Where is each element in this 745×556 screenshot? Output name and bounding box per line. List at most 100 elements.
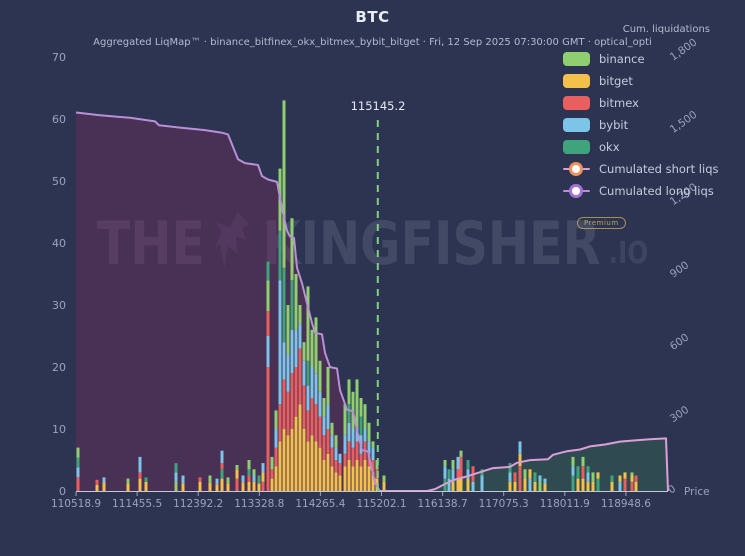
liq-bar-segment-okx bbox=[610, 475, 614, 482]
binance-swatch-icon bbox=[563, 52, 590, 66]
liq-bar-segment-bitget bbox=[634, 481, 638, 491]
liq-bar-segment-bybit bbox=[215, 478, 219, 485]
liq-bar-segment-bybit bbox=[330, 435, 334, 448]
liq-bar-segment-bitget bbox=[351, 466, 355, 491]
liq-bar-segment-bitmex bbox=[322, 435, 326, 460]
liq-bar-segment-bitget bbox=[241, 482, 245, 491]
liq-bar-segment-bitget bbox=[257, 483, 261, 491]
liq-bar-segment-bybit bbox=[241, 475, 245, 483]
liq-bar-segment-bybit bbox=[266, 336, 270, 367]
liq-bar-segment-bybit bbox=[518, 441, 522, 454]
y-left-tick-label: 60 bbox=[52, 113, 66, 126]
y-left-tick-label: 0 bbox=[59, 485, 66, 498]
liq-bar-segment-bybit bbox=[318, 391, 322, 417]
y-left-tick-label: 50 bbox=[52, 175, 66, 188]
liq-bar-segment-bitget bbox=[198, 481, 202, 491]
liq-bar-segment-bybit bbox=[528, 478, 532, 491]
liq-bar-segment-binance bbox=[266, 280, 270, 312]
liq-bar-segment-bitget bbox=[382, 481, 386, 491]
liq-bar-segment-bitget bbox=[456, 478, 460, 491]
liq-bar-segment-binance bbox=[330, 422, 334, 436]
liq-bar-segment-bitmex bbox=[518, 466, 522, 491]
liq-bar-segment-bitmex bbox=[278, 404, 282, 442]
liq-bar-segment-bitget bbox=[226, 483, 230, 491]
x-tick-label: 118011.9 bbox=[540, 498, 590, 510]
liq-bar-segment-bybit bbox=[174, 472, 178, 482]
x-tick-label: 118948.6 bbox=[601, 498, 651, 510]
legend-item-cumulated-long-liqs[interactable]: Cumulated long liqs bbox=[563, 180, 718, 202]
y-right-tick-label: 300 bbox=[668, 404, 691, 425]
liq-bar-segment-binance bbox=[347, 379, 351, 405]
liq-bar-segment-binance bbox=[314, 317, 318, 374]
liq-bar-segment-binance bbox=[270, 456, 274, 470]
x-tick-label: 113328.8 bbox=[234, 498, 284, 510]
y-left-tick-label: 10 bbox=[52, 423, 66, 436]
liq-bar-segment-binance bbox=[371, 441, 375, 448]
liq-bar-segment-bybit bbox=[181, 475, 185, 484]
liq-bar-segment-binance bbox=[359, 398, 363, 417]
liq-bar-segment-okx bbox=[76, 457, 80, 468]
liq-bar-segment-bitget bbox=[278, 441, 282, 491]
liq-bar-segment-binance bbox=[363, 404, 367, 429]
liq-bar-segment-bitget bbox=[618, 475, 622, 482]
liq-bar-segment-bitget bbox=[310, 435, 314, 491]
legend-item-bitget[interactable]: bitget bbox=[563, 70, 718, 92]
line-dot-marker-icon bbox=[563, 184, 590, 198]
liq-bar-segment-bybit bbox=[543, 478, 547, 484]
liq-bar-segment-bybit bbox=[306, 385, 310, 411]
liq-bar-segment-bybit bbox=[571, 466, 575, 476]
legend-item-bybit[interactable]: bybit bbox=[563, 114, 718, 136]
liq-bar-segment-binance bbox=[306, 286, 310, 361]
liq-bar-segment-bitget bbox=[306, 441, 310, 491]
liq-bar-segment-bitmex bbox=[347, 441, 351, 460]
liq-bar-segment-bybit bbox=[447, 478, 451, 491]
y-left-tick-label: 70 bbox=[52, 51, 66, 64]
x-axis-title: Price bbox=[684, 486, 710, 498]
y-right-tick-label: 600 bbox=[668, 331, 691, 352]
liq-bar-segment-bitget bbox=[220, 478, 224, 491]
liq-bar-segment-bitmex bbox=[306, 410, 310, 442]
liq-bar-segment-bitget bbox=[334, 472, 338, 491]
liq-bar-segment-bybit bbox=[326, 404, 330, 429]
liq-bar-segment-bitget bbox=[513, 481, 517, 491]
liq-bar-segment-bybit bbox=[367, 441, 371, 454]
liq-bar-segment-bybit bbox=[302, 360, 306, 386]
liq-bar-segment-bybit bbox=[261, 463, 265, 473]
liq-bar-segment-bitget bbox=[367, 466, 371, 491]
liq-bar-segment-bitget bbox=[126, 483, 130, 491]
liq-bar-segment-bybit bbox=[351, 429, 355, 448]
liq-bar-segment-binance bbox=[274, 410, 278, 429]
line-dot-marker-icon bbox=[563, 162, 590, 176]
liq-bar-segment-bitmex bbox=[294, 367, 298, 417]
liq-bar-segment-bitget bbox=[630, 475, 634, 482]
right-axis-title: Cum. liquidations bbox=[622, 24, 710, 35]
liq-bar-segment-bybit bbox=[220, 450, 224, 464]
liq-bar-segment-binance bbox=[282, 100, 286, 268]
liq-bar-segment-bitget bbox=[330, 466, 334, 491]
liq-bar-segment-bybit bbox=[443, 466, 447, 479]
liq-bar-segment-bybit bbox=[363, 429, 367, 442]
legend-item-okx[interactable]: okx bbox=[563, 136, 718, 158]
liq-bar-segment-bitget bbox=[144, 481, 148, 491]
liq-bar-segment-okx bbox=[347, 404, 351, 423]
liq-bar-segment-bybit bbox=[480, 475, 484, 491]
legend-item-cumulated-short-liqs[interactable]: Cumulated short liqs bbox=[563, 158, 718, 180]
liq-bar-segment-bitmex bbox=[198, 477, 202, 482]
liq-bar-segment-bitmex bbox=[274, 447, 278, 467]
liq-bar-segment-bybit bbox=[466, 469, 470, 479]
legend-item-binance[interactable]: binance bbox=[563, 48, 718, 70]
liq-bar-segment-bitmex bbox=[351, 447, 355, 467]
y-left-tick-label: 40 bbox=[52, 237, 66, 250]
liq-bar-segment-binance bbox=[235, 465, 239, 470]
liq-bar-segment-bitmex bbox=[286, 391, 290, 436]
liq-bar-segment-bitget bbox=[623, 472, 627, 479]
liq-bar-segment-bitmex bbox=[623, 478, 627, 491]
legend-item-bitmex[interactable]: bitmex bbox=[563, 92, 718, 114]
liq-bar-segment-okx bbox=[576, 466, 580, 479]
liq-bar-segment-okx bbox=[174, 463, 178, 473]
liq-bar-segment-binance bbox=[294, 274, 298, 330]
liq-bar-segment-bitmex bbox=[290, 373, 294, 429]
y-right-tick-label: 900 bbox=[668, 259, 691, 280]
liq-bar-segment-bitmex bbox=[513, 472, 517, 482]
